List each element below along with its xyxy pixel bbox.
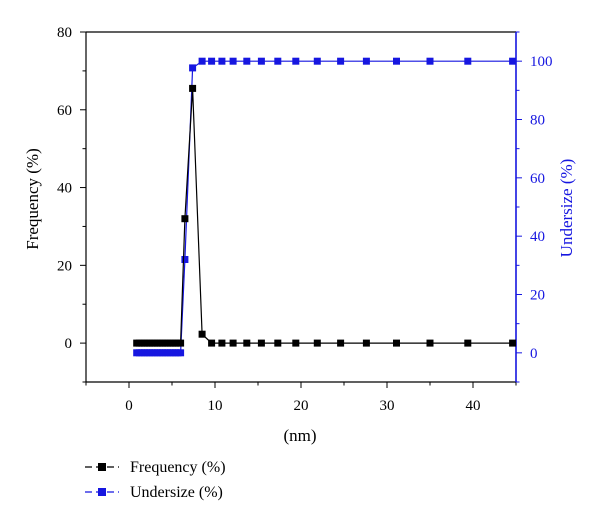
data-point-frequency [218,339,226,347]
data-point-undersize [337,57,345,65]
data-point-frequency [509,339,517,347]
data-point-frequency [274,339,282,347]
legend-item-frequency: Frequency (%) [85,459,226,476]
y-right-tick-label: 60 [530,171,545,187]
data-point-undersize [177,349,185,357]
data-point-undersize [509,57,517,65]
x-tick-label: 0 [125,398,133,414]
data-point-frequency [189,84,197,92]
y-axis-left-title: Frequency (%) [23,148,42,250]
data-point-undersize [426,57,434,65]
data-point-undersize [274,57,282,65]
data-point-frequency [177,339,185,347]
data-point-undersize [181,256,189,263]
y-left-tick-label: 80 [57,25,72,41]
y-left-tick-label: 60 [57,103,72,119]
legend-label-frequency: Frequency (%) [130,459,226,476]
legend-item-undersize: Undersize (%) [85,484,223,501]
y-right-tick-label: 100 [530,54,553,70]
y-left-tick-label: 20 [57,258,72,274]
axes-layer: 0 10 20 30 40 0 20 40 60 80 0 20 40 60 80 100 [57,25,553,414]
data-point-undersize [208,57,216,65]
legend: Frequency (%) Undersize (%) [85,459,226,501]
data-point-frequency [426,339,434,347]
x-tick-label: 10 [208,398,223,414]
data-point-frequency [257,339,265,347]
y-right-tick-label: 0 [530,346,538,362]
data-point-frequency [292,339,300,347]
x-tick-label: 20 [294,398,309,414]
x-axis-title: (nm) [283,426,316,445]
y-right-tick-label: 80 [530,113,545,129]
y-left-tick-label: 40 [57,181,72,197]
data-point-undersize [257,57,265,65]
data-point-undersize [313,57,321,65]
y-right-tick-label: 40 [530,229,545,245]
data-point-frequency [208,339,216,347]
data-point-frequency [464,339,472,347]
data-point-frequency [337,339,345,347]
legend-label-undersize: Undersize (%) [130,484,223,501]
data-point-frequency [198,330,206,338]
x-tick-label: 40 [466,398,481,414]
data-point-undersize [243,57,251,65]
data-point-undersize [229,57,237,65]
y-left-tick-label: 0 [65,336,73,352]
data-point-undersize [362,57,370,65]
y-right-tick-label: 20 [530,288,545,304]
data-point-undersize [189,64,197,72]
data-point-frequency [243,339,251,347]
data-point-frequency [362,339,370,347]
legend-marker-undersize [98,488,106,496]
series-layer [133,57,517,357]
x-tick-label: 30 [380,398,395,414]
legend-marker-frequency [98,463,106,471]
data-point-frequency [181,215,189,223]
data-point-undersize [393,57,400,65]
series-line-frequency [136,88,513,344]
data-point-undersize [464,57,472,65]
data-point-frequency [229,339,237,347]
data-point-frequency [393,339,400,347]
data-point-undersize [292,57,300,65]
data-point-undersize [218,57,226,65]
data-point-frequency [313,339,321,347]
y-axis-right-title: Undersize (%) [557,159,576,258]
data-point-undersize [198,57,206,65]
